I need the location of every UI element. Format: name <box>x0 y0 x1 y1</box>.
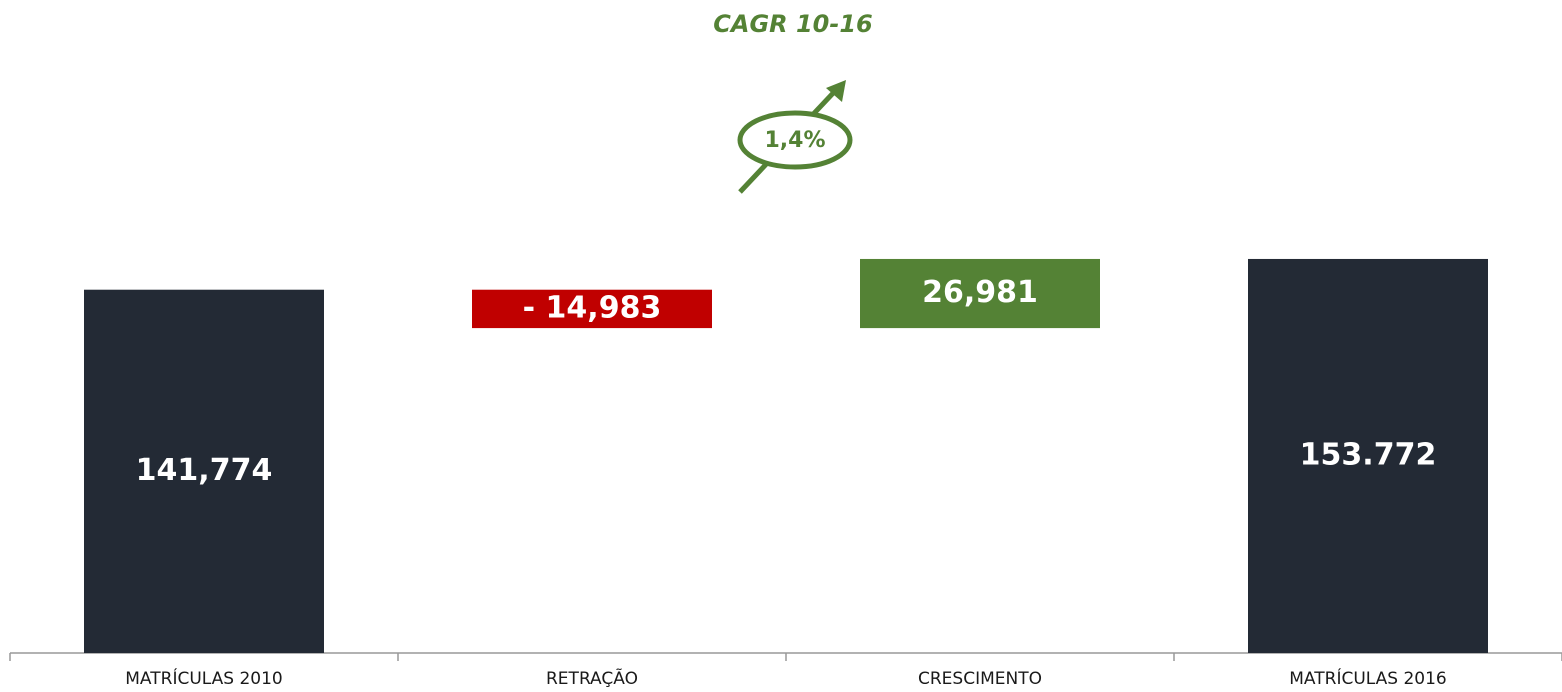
cagr-arrowhead <box>826 80 846 102</box>
x-tick-label: MATRÍCULAS 2010 <box>125 667 282 689</box>
value-label: 26,981 <box>922 275 1038 310</box>
x-tick-label: MATRÍCULAS 2016 <box>1289 667 1446 689</box>
bar <box>1248 258 1488 653</box>
bar <box>472 289 712 329</box>
value-label: - 14,983 <box>523 290 662 325</box>
x-tick-label: CRESCIMENTO <box>918 669 1042 689</box>
bar <box>84 289 324 653</box>
x-tick-label: RETRAÇÃO <box>546 667 638 689</box>
chart-title: CAGR 10-16 <box>713 10 872 38</box>
cagr-value: 1,4% <box>764 128 825 153</box>
cagr-ellipse <box>737 110 853 170</box>
bar <box>860 258 1100 329</box>
value-label: 141,774 <box>136 453 273 488</box>
value-label: 153.772 <box>1300 437 1437 472</box>
